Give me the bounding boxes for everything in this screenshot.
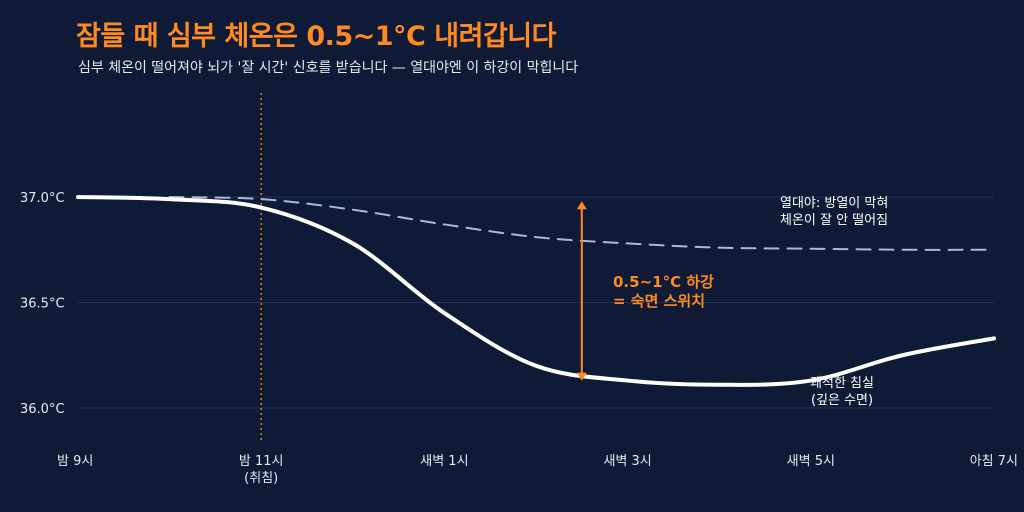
- x-tick-label: 아침 7시: [970, 454, 1018, 469]
- annotation-text: 체온이 잘 안 떨어짐: [780, 213, 888, 228]
- x-tick-label: 새벽 1시: [420, 454, 468, 469]
- chart-subtitle: 심부 체온이 떨어져야 뇌가 '잘 시간' 신호를 받습니다 — 열대야엔 이 …: [78, 60, 579, 76]
- chart-title: 잠들 때 심부 체온은 0.5~1°C 내려갑니다: [76, 21, 556, 52]
- y-tick-label: 36.0°C: [20, 402, 65, 417]
- annotation-text: 열대야: 방열이 막혀: [780, 196, 888, 211]
- annotation-text: 0.5~1°C 하강: [613, 273, 714, 291]
- x-tick-label: 새벽 3시: [603, 454, 651, 469]
- x-tick-label: 밤 9시: [57, 454, 93, 469]
- drop-arrow-head-bottom: [576, 372, 587, 381]
- drop-arrow-head-top: [576, 201, 587, 210]
- x-tick-label: 새벽 5시: [787, 454, 835, 469]
- y-tick-label: 36.5°C: [20, 297, 65, 312]
- x-tick-sublabel: (취침): [244, 471, 278, 486]
- annotation-text: (깊은 수면): [811, 393, 873, 408]
- y-tick-label: 37.0°C: [20, 191, 65, 206]
- annotation-text: = 숙면 스위치: [613, 292, 705, 310]
- annotation-text: 쾌적한 침실: [810, 376, 874, 391]
- x-tick-label: 밤 11시: [239, 454, 284, 469]
- series-line-comfortable: [76, 195, 996, 387]
